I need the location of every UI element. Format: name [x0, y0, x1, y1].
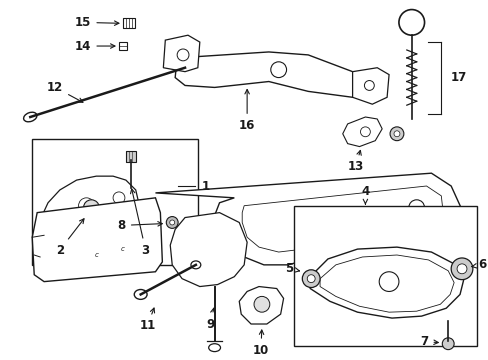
Text: 3: 3 — [130, 189, 149, 257]
Polygon shape — [239, 287, 283, 324]
Text: 11: 11 — [139, 308, 155, 333]
Ellipse shape — [134, 289, 147, 300]
Polygon shape — [352, 68, 388, 104]
Text: 16: 16 — [239, 90, 255, 132]
Circle shape — [306, 275, 314, 283]
Text: 7: 7 — [420, 335, 437, 348]
Circle shape — [83, 200, 99, 216]
Text: c: c — [121, 246, 124, 252]
Ellipse shape — [190, 261, 201, 269]
Polygon shape — [342, 117, 382, 147]
Text: 5: 5 — [285, 262, 299, 275]
Text: 6: 6 — [471, 258, 485, 271]
Bar — [294, 206, 476, 346]
Text: 4: 4 — [361, 185, 369, 204]
Text: 1: 1 — [202, 180, 209, 193]
Text: 17: 17 — [450, 71, 467, 84]
Circle shape — [302, 270, 320, 288]
Polygon shape — [170, 213, 246, 287]
Bar — [32, 139, 198, 265]
Circle shape — [253, 296, 269, 312]
Circle shape — [450, 258, 472, 280]
Text: 13: 13 — [346, 150, 363, 174]
Circle shape — [393, 131, 399, 137]
Ellipse shape — [179, 63, 190, 72]
Text: 2: 2 — [56, 219, 84, 257]
Ellipse shape — [208, 344, 220, 352]
Text: 9: 9 — [206, 308, 215, 330]
Circle shape — [389, 127, 403, 141]
Circle shape — [166, 217, 178, 228]
Polygon shape — [163, 35, 200, 72]
Text: 8: 8 — [118, 219, 162, 232]
Text: c: c — [94, 252, 98, 258]
Circle shape — [441, 338, 453, 350]
Text: 14: 14 — [75, 40, 115, 53]
Polygon shape — [309, 247, 463, 318]
Ellipse shape — [23, 112, 37, 122]
Text: 10: 10 — [252, 330, 268, 357]
Bar — [119, 42, 126, 50]
Polygon shape — [32, 198, 162, 282]
Bar — [122, 18, 135, 28]
Circle shape — [169, 220, 174, 225]
Polygon shape — [42, 176, 139, 239]
Bar — [125, 150, 136, 162]
Text: 15: 15 — [75, 16, 119, 29]
Polygon shape — [155, 173, 460, 265]
Text: 12: 12 — [47, 81, 83, 102]
Circle shape — [456, 264, 466, 274]
Polygon shape — [175, 52, 366, 97]
